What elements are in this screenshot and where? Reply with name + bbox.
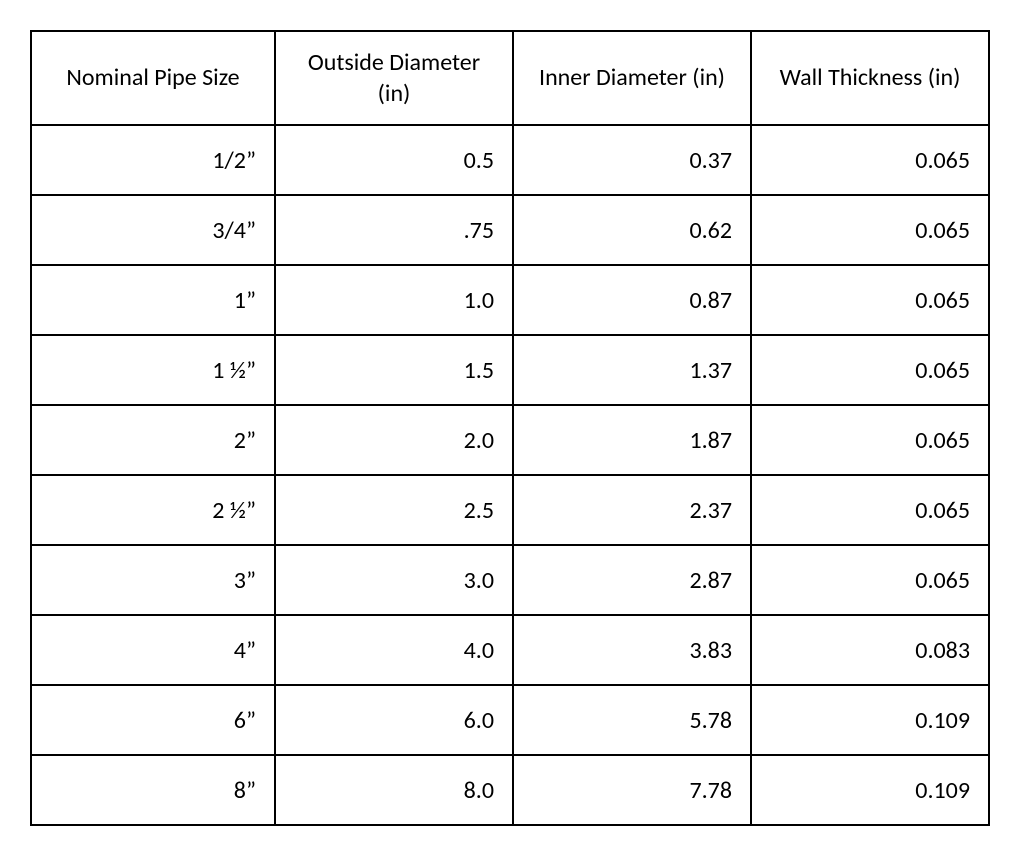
col-header-nominal-pipe-size: Nominal Pipe Size [31, 31, 275, 125]
cell-outside-diameter: 6.0 [275, 685, 513, 755]
cell-inner-diameter: 0.37 [513, 125, 751, 195]
cell-wall-thickness: 0.065 [751, 195, 989, 265]
cell-wall-thickness: 0.065 [751, 545, 989, 615]
table-row: 6” 6.0 5.78 0.109 [31, 685, 989, 755]
cell-nominal-pipe-size: 6” [31, 685, 275, 755]
cell-wall-thickness: 0.065 [751, 405, 989, 475]
col-header-inner-diameter: Inner Diameter (in) [513, 31, 751, 125]
table-header-row: Nominal Pipe Size Outside Diameter (in) … [31, 31, 989, 125]
cell-inner-diameter: 2.87 [513, 545, 751, 615]
col-header-outside-diameter: Outside Diameter (in) [275, 31, 513, 125]
cell-wall-thickness: 0.065 [751, 335, 989, 405]
cell-nominal-pipe-size: 1 ½” [31, 335, 275, 405]
cell-wall-thickness: 0.109 [751, 685, 989, 755]
cell-nominal-pipe-size: 8” [31, 755, 275, 825]
cell-inner-diameter: 0.87 [513, 265, 751, 335]
cell-inner-diameter: 2.37 [513, 475, 751, 545]
table-row: 2 ½” 2.5 2.37 0.065 [31, 475, 989, 545]
table-row: 3/4” .75 0.62 0.065 [31, 195, 989, 265]
table-row: 3” 3.0 2.87 0.065 [31, 545, 989, 615]
cell-outside-diameter: 2.5 [275, 475, 513, 545]
table-row: 1/2” 0.5 0.37 0.065 [31, 125, 989, 195]
cell-outside-diameter: 8.0 [275, 755, 513, 825]
pipe-dimensions-table: Nominal Pipe Size Outside Diameter (in) … [30, 30, 990, 826]
cell-wall-thickness: 0.065 [751, 265, 989, 335]
cell-outside-diameter: 4.0 [275, 615, 513, 685]
cell-outside-diameter: 1.0 [275, 265, 513, 335]
cell-outside-diameter: 2.0 [275, 405, 513, 475]
table-row: 1” 1.0 0.87 0.065 [31, 265, 989, 335]
table-row: 2” 2.0 1.87 0.065 [31, 405, 989, 475]
col-header-wall-thickness: Wall Thickness (in) [751, 31, 989, 125]
cell-nominal-pipe-size: 2” [31, 405, 275, 475]
cell-wall-thickness: 0.083 [751, 615, 989, 685]
cell-wall-thickness: 0.065 [751, 475, 989, 545]
cell-nominal-pipe-size: 3” [31, 545, 275, 615]
cell-outside-diameter: .75 [275, 195, 513, 265]
table-row: 1 ½” 1.5 1.37 0.065 [31, 335, 989, 405]
cell-outside-diameter: 3.0 [275, 545, 513, 615]
cell-inner-diameter: 5.78 [513, 685, 751, 755]
cell-inner-diameter: 1.37 [513, 335, 751, 405]
cell-wall-thickness: 0.109 [751, 755, 989, 825]
cell-outside-diameter: 0.5 [275, 125, 513, 195]
cell-inner-diameter: 7.78 [513, 755, 751, 825]
table-row: 4” 4.0 3.83 0.083 [31, 615, 989, 685]
cell-inner-diameter: 3.83 [513, 615, 751, 685]
table-row: 8” 8.0 7.78 0.109 [31, 755, 989, 825]
cell-inner-diameter: 0.62 [513, 195, 751, 265]
cell-nominal-pipe-size: 1/2” [31, 125, 275, 195]
cell-nominal-pipe-size: 3/4” [31, 195, 275, 265]
cell-nominal-pipe-size: 4” [31, 615, 275, 685]
cell-outside-diameter: 1.5 [275, 335, 513, 405]
cell-nominal-pipe-size: 1” [31, 265, 275, 335]
cell-wall-thickness: 0.065 [751, 125, 989, 195]
cell-inner-diameter: 1.87 [513, 405, 751, 475]
cell-nominal-pipe-size: 2 ½” [31, 475, 275, 545]
